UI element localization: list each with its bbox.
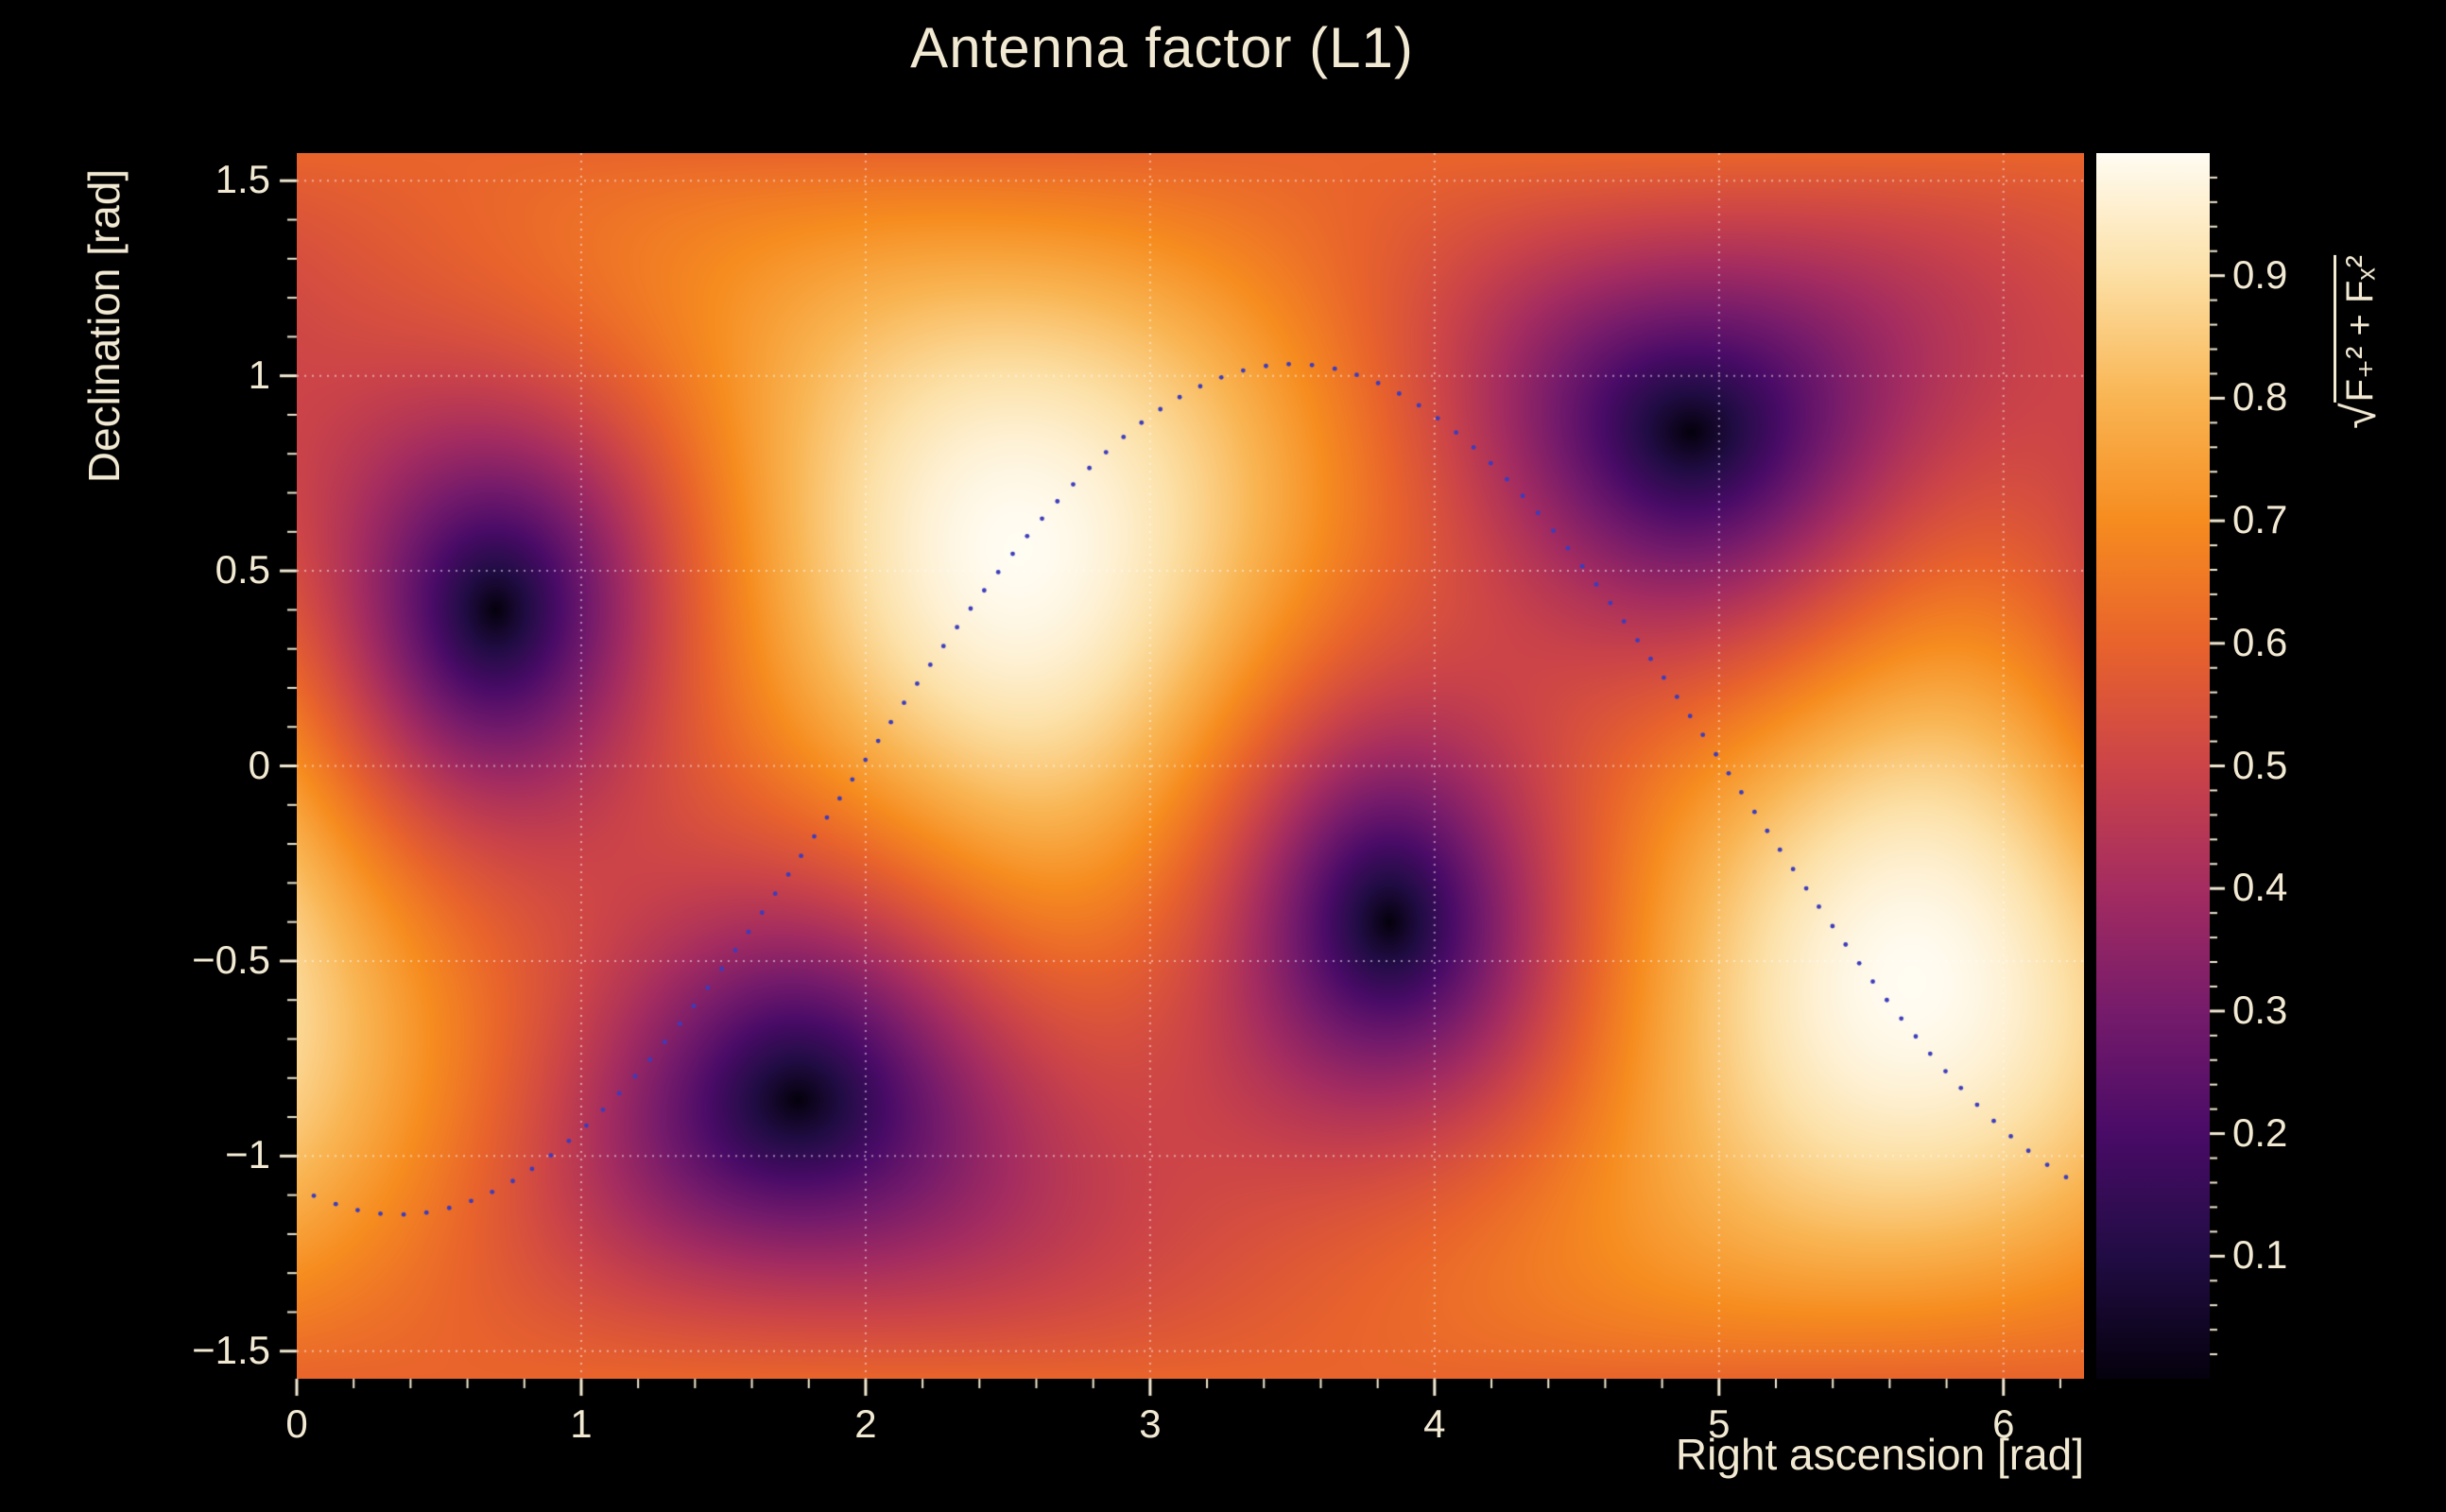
heatmap-canvas — [297, 153, 2084, 1379]
x-tick-label: 1 — [570, 1401, 593, 1446]
colorbar-tick-label: 0.2 — [2232, 1109, 2288, 1155]
colorbar-tick-label: 0.9 — [2232, 251, 2288, 297]
colorbar-tick-label: 0.5 — [2232, 742, 2288, 787]
x-tick-label: 5 — [1708, 1401, 1731, 1446]
colorbar-tick-label: 0.6 — [2232, 619, 2288, 664]
x-tick-label: 6 — [1992, 1401, 2015, 1446]
colorbar-tick-label: 0.1 — [2232, 1232, 2288, 1278]
chart-title: Antenna factor (L1) — [910, 16, 1414, 79]
colorbar-gradient — [2096, 153, 2210, 1379]
x-axis-title: Right ascension [rad] — [1675, 1430, 2084, 1479]
y-tick-label: 1.5 — [215, 157, 270, 202]
x-tick-label: 4 — [1423, 1401, 1446, 1446]
x-tick-label: 2 — [854, 1401, 877, 1446]
colorbar-tick-label: 0.8 — [2232, 374, 2288, 420]
y-tick-label: −0.5 — [192, 936, 270, 982]
colorbar-tick-label: 0.7 — [2232, 497, 2288, 542]
y-tick-label: 0.5 — [215, 547, 270, 593]
y-axis-title: Declination [rad] — [79, 168, 129, 484]
y-tick-label: −1 — [225, 1132, 270, 1177]
x-tick-label: 0 — [285, 1401, 308, 1446]
x-tick-label: 3 — [1139, 1401, 1162, 1446]
colorbar-tick-label: 0.4 — [2232, 865, 2288, 910]
y-tick-label: 0 — [248, 742, 270, 787]
colorbar-tick-label: 0.3 — [2232, 987, 2288, 1032]
y-tick-label: −1.5 — [192, 1327, 270, 1372]
y-tick-label: 1 — [248, 352, 270, 397]
